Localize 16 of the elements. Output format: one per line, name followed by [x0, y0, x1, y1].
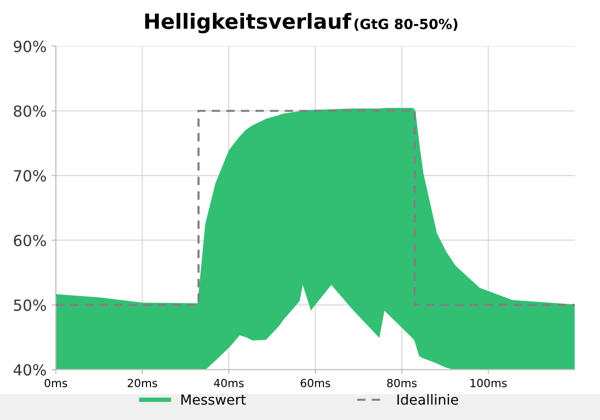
x-tick-label: 40ms — [214, 378, 244, 388]
x-tick-label: 80ms — [387, 378, 417, 388]
y-tick-label: 50% — [14, 299, 46, 311]
y-tick-label: 90% — [14, 40, 46, 52]
y-tick-label: 40% — [14, 364, 46, 376]
chart-title: Helligkeitsverlauf — [145, 12, 352, 34]
legend-label: Ideallinie — [397, 394, 458, 405]
y-tick-label: 80% — [14, 105, 46, 117]
chart-subtitle: (GtG 80-50%) — [354, 18, 458, 31]
x-tick-label: 100ms — [470, 378, 507, 388]
legend-label: Messwert — [181, 394, 246, 405]
x-tick-label: 20ms — [128, 378, 158, 388]
y-tick-label: 70% — [14, 170, 46, 182]
x-tick-label: 60ms — [300, 378, 330, 388]
x-tick-label: 0ms — [44, 378, 68, 388]
y-tick-label: 60% — [14, 234, 46, 246]
